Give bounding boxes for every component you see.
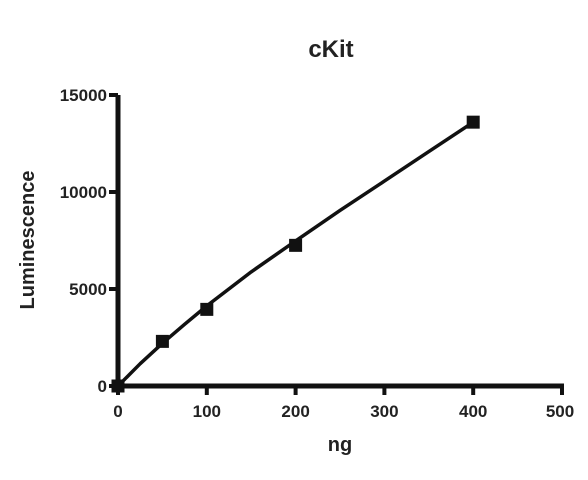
x-tick-label: 200 (281, 402, 309, 421)
data-point (466, 115, 480, 129)
data-point (155, 334, 169, 348)
data-points (111, 115, 480, 393)
y-tick-label: 0 (98, 377, 107, 396)
fit-curve (116, 120, 475, 388)
x-tick-label: 0 (113, 402, 122, 421)
x-ticks: 0 100 200 300 400 500 (113, 386, 574, 421)
x-tick-label: 500 (546, 402, 574, 421)
data-point (289, 238, 303, 252)
x-tick-label: 300 (370, 402, 398, 421)
y-ticks: 0 5000 10000 15000 (60, 86, 118, 396)
data-point (200, 302, 214, 316)
x-tick-label: 100 (193, 402, 221, 421)
y-tick-label: 10000 (60, 183, 107, 202)
chart-title: cKit (308, 36, 353, 63)
y-axis-label: Luminescence (17, 171, 39, 310)
x-tick-label: 400 (459, 402, 487, 421)
data-point (111, 379, 125, 393)
y-tick-label: 5000 (69, 280, 107, 299)
y-tick-label: 15000 (60, 86, 107, 105)
x-axis-label: ng (328, 434, 352, 456)
